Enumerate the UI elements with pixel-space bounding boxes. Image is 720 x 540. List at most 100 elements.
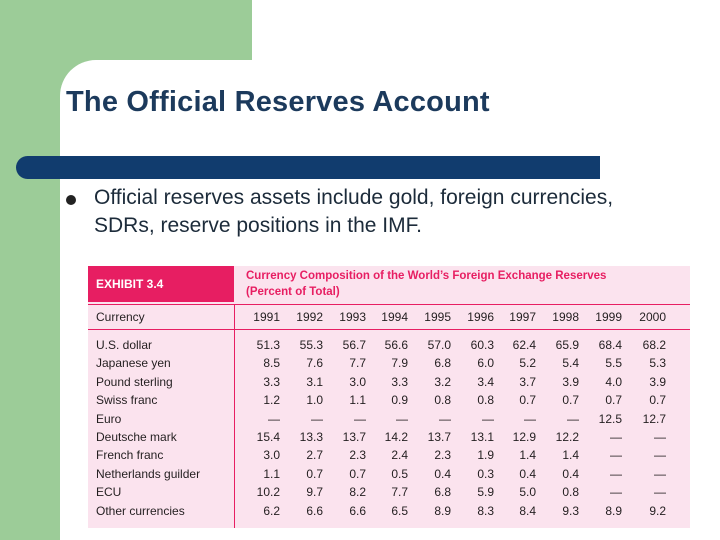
row-label: Japanese yen (96, 356, 171, 371)
table-cell: 6.5 (391, 503, 408, 518)
table-row: Japanese yen 8.5 7.6 7.7 7.9 6.8 6.0 5.2 5.4 5.5 5… (88, 356, 690, 374)
table-cell: 12.7 (642, 411, 666, 426)
table-cell: 0.4 (434, 466, 451, 481)
table-cell: 5.9 (477, 485, 494, 500)
table-row: Deutsche mark 15.4 13.3 13.7 14.2 13.7 13.1 12.… (88, 430, 690, 448)
table-cell: 0.8 (562, 485, 579, 500)
exhibit-title-line2: (Percent of Total) (246, 286, 340, 298)
table-cell: 0.5 (391, 466, 408, 481)
table-cell: — (482, 411, 494, 426)
table-cell: 0.4 (519, 466, 536, 481)
table-cell: 6.8 (434, 356, 451, 371)
header-year: 1992 (296, 310, 323, 324)
table-cell: 0.8 (434, 393, 451, 408)
table-row: French franc 3.0 2.7 2.3 2.4 2.3 1.9 1.4 1.4 — — (88, 448, 690, 466)
header-currency-label: Currency (96, 310, 145, 324)
table-cell: — (354, 411, 366, 426)
table-cell: 8.2 (349, 485, 366, 500)
table-cell: — (610, 448, 622, 463)
table-cell: 6.6 (306, 503, 323, 518)
table-cell: 1.4 (562, 448, 579, 463)
table-cell: 56.7 (342, 338, 366, 352)
table-cell: 0.7 (562, 393, 579, 408)
row-label: Pound sterling (96, 374, 173, 389)
table-cell: 1.4 (519, 448, 536, 463)
table-row: ECU 10.2 9.7 8.2 7.7 6.8 5.9 5.0 0.8 — — (88, 485, 690, 503)
table-cell: 1.0 (306, 393, 323, 408)
table-cell: — (654, 485, 666, 500)
table-cell: 2.3 (434, 448, 451, 463)
table-cell: 5.0 (519, 485, 536, 500)
table-cell: 15.4 (256, 430, 280, 444)
table-cell: — (654, 430, 666, 444)
row-label: Other currencies (96, 503, 185, 518)
table-cell: — (654, 466, 666, 481)
table-cell: 3.0 (263, 448, 280, 463)
table-cell: 12.5 (598, 411, 622, 426)
table-cell: 6.2 (263, 503, 280, 518)
table-cell: 0.7 (349, 466, 366, 481)
table-cell: 0.9 (391, 393, 408, 408)
table-cell: 3.3 (263, 374, 280, 389)
table-cell: — (610, 430, 622, 444)
table-cell: — (311, 411, 323, 426)
row-label: French franc (96, 448, 164, 463)
table-cell: 4.0 (605, 374, 622, 389)
header-year: 1998 (552, 310, 579, 324)
table-cell: 8.9 (434, 503, 451, 518)
title-rule (16, 156, 600, 179)
header-year: 1995 (424, 310, 451, 324)
table-cell: 1.1 (349, 393, 366, 408)
table-cell: 10.2 (256, 485, 280, 500)
table-cell: 3.7 (519, 374, 536, 389)
row-label: Deutsche mark (96, 430, 177, 444)
table-cell: 7.9 (391, 356, 408, 371)
row-label: U.S. dollar (96, 338, 153, 352)
table-cell: 3.9 (562, 374, 579, 389)
bullet-icon (66, 195, 76, 205)
table-cell: 0.3 (477, 466, 494, 481)
table-cell: — (610, 485, 622, 500)
table-cell: 62.4 (512, 338, 536, 352)
table-cell: 60.3 (470, 338, 494, 352)
table-cell: 9.2 (649, 503, 666, 518)
table-cell: 13.7 (427, 430, 451, 444)
column-separator (234, 304, 235, 528)
table-cell: 3.4 (477, 374, 494, 389)
header-year: 1996 (467, 310, 494, 324)
table-cell: — (610, 466, 622, 481)
table-cell: 12.2 (555, 430, 579, 444)
header-year: 1993 (339, 310, 366, 324)
table-cell: 0.7 (306, 466, 323, 481)
row-label: ECU (96, 485, 122, 500)
table-cell: 12.9 (512, 430, 536, 444)
table-cell: 7.6 (306, 356, 323, 371)
table-cell: 7.7 (391, 485, 408, 500)
table-cell: 8.9 (605, 503, 622, 518)
table-cell: — (654, 448, 666, 463)
table-cell: 7.7 (349, 356, 366, 371)
table-cell: — (567, 411, 579, 426)
exhibit-title-line1: Currency Composition of the World’s Fore… (246, 270, 607, 282)
table-cell: 0.7 (605, 393, 622, 408)
table-cell: 8.5 (263, 356, 280, 371)
table-cell: 13.1 (470, 430, 494, 444)
table-cell: 2.3 (349, 448, 366, 463)
row-label: Euro (96, 411, 122, 426)
table-cell: 9.3 (562, 503, 579, 518)
table-cell: 6.0 (477, 356, 494, 371)
table-cell: 51.3 (256, 338, 280, 352)
table-cell: 13.7 (342, 430, 366, 444)
table-cell: 1.1 (263, 466, 280, 481)
table-cell: 6.6 (349, 503, 366, 518)
table-row: Other currencies 6.2 6.6 6.6 6.5 8.9 8.3 8.4 9.3… (88, 504, 690, 522)
table-cell: 0.7 (649, 393, 666, 408)
table-row: Pound sterling 3.3 3.1 3.0 3.3 3.2 3.4 3.7 3.9 4.… (88, 375, 690, 393)
table-cell: 56.6 (384, 338, 408, 352)
table-cell: 5.2 (519, 356, 536, 371)
table-cell: 68.4 (598, 338, 622, 352)
header-year: 1999 (595, 310, 622, 324)
table-cell: 3.1 (306, 374, 323, 389)
header-year: 1997 (509, 310, 536, 324)
table-cell: 5.3 (649, 356, 666, 371)
